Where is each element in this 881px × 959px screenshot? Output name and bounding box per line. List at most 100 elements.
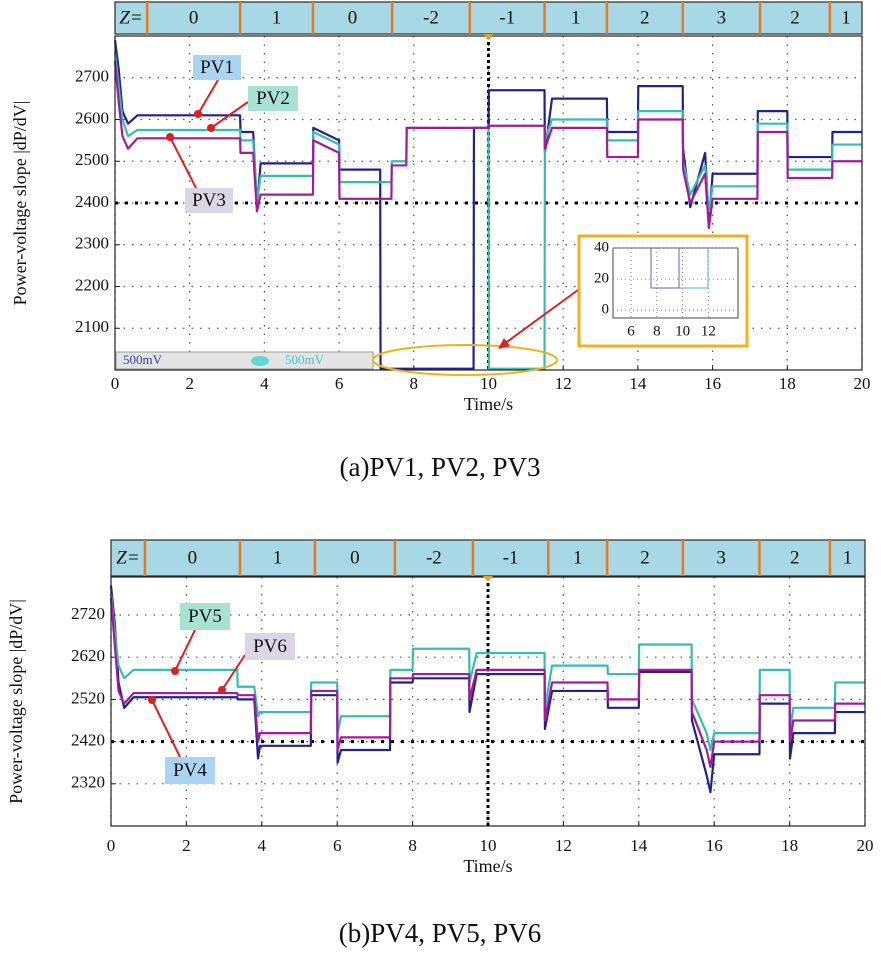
z-value: 1 — [843, 547, 853, 568]
y-tick-label: 2200 — [75, 275, 109, 294]
x-tick-label: 18 — [781, 836, 798, 855]
series-label: PV6 — [253, 636, 287, 657]
channel-icon — [251, 356, 269, 366]
highlight-ellipse — [372, 344, 558, 376]
z-value: 1 — [571, 7, 581, 28]
x-tick-label: 6 — [333, 836, 342, 855]
inset-y-tick-label: 0 — [602, 302, 610, 318]
callout-dot — [148, 696, 156, 704]
z-value: 2 — [640, 547, 650, 568]
z-value: -2 — [423, 7, 439, 28]
z-value: 2 — [640, 7, 650, 28]
y-axis-label: Power-voltage slope |dP/dV| — [6, 599, 26, 804]
y-tick-label: 2100 — [75, 317, 109, 336]
inset-plot — [612, 247, 739, 319]
z-bar — [114, 1, 863, 35]
x-tick-label: 10 — [480, 836, 497, 855]
z-value: 0 — [189, 7, 199, 28]
x-axis-label: Time/s — [464, 394, 513, 414]
x-tick-label: 2 — [182, 836, 191, 855]
z-value: 0 — [348, 7, 358, 28]
y-axis-label: Power-voltage slope |dP/dV| — [10, 101, 30, 306]
inset-arrow — [499, 289, 579, 348]
inset-arrowhead — [498, 338, 510, 349]
series-label-box — [245, 633, 295, 660]
channel-label: 500mV — [285, 352, 325, 367]
z-marker — [483, 576, 493, 582]
x-tick-label: 8 — [410, 374, 419, 393]
callout-dot — [207, 124, 215, 132]
y-tick-label: 2700 — [75, 67, 109, 86]
z-bar — [110, 539, 866, 577]
callout-dot — [171, 667, 179, 675]
inset-trace — [650, 248, 680, 289]
series-label-box — [193, 55, 241, 80]
inset-x-tick-label: 6 — [627, 323, 635, 339]
z-value: 0 — [188, 547, 198, 568]
channel-label: 500mV — [123, 352, 163, 367]
x-tick-label: 8 — [408, 836, 417, 855]
series-label-box — [165, 757, 215, 784]
y-tick-label: 2320 — [71, 773, 105, 792]
x-axis-label: Time/s — [463, 856, 512, 876]
x-tick-label: 16 — [706, 836, 723, 855]
inset-x-tick-label: 8 — [653, 323, 661, 339]
y-tick-label: 2300 — [75, 234, 109, 253]
callout-dot — [194, 110, 202, 118]
z-value: 1 — [841, 7, 851, 28]
z-value: -1 — [503, 547, 519, 568]
inset-y-tick-label: 20 — [594, 271, 609, 287]
caption: (b)PV4, PV5, PV6 — [339, 918, 542, 948]
inset-x-tick-label: 12 — [701, 323, 716, 339]
callout-arrow — [151, 699, 181, 758]
z-value: 2 — [790, 7, 800, 28]
z-value: 0 — [350, 547, 360, 568]
series-line — [113, 60, 862, 230]
x-tick-label: 14 — [629, 374, 647, 393]
plot-area — [111, 577, 865, 826]
z-value: 3 — [717, 7, 727, 28]
x-tick-label: 12 — [555, 836, 572, 855]
z-value: 1 — [272, 7, 282, 28]
series-label: PV1 — [200, 57, 234, 78]
z-value: 2 — [790, 547, 800, 568]
x-tick-label: 12 — [555, 374, 572, 393]
z-label: Z= — [116, 547, 139, 568]
y-tick-label: 2620 — [71, 646, 105, 665]
y-tick-label: 2420 — [71, 730, 105, 749]
z-value: 1 — [273, 547, 283, 568]
inset-x-tick-label: 10 — [675, 323, 690, 339]
series-line — [109, 598, 865, 769]
inset-y-tick-label: 40 — [594, 239, 609, 255]
inset-trace — [679, 248, 709, 289]
x-tick-label: 20 — [857, 836, 874, 855]
z-marker — [483, 34, 494, 40]
series-label-box — [185, 188, 233, 213]
x-tick-label: 20 — [854, 374, 871, 393]
x-tick-label: 4 — [260, 374, 269, 393]
z-value: 1 — [573, 547, 583, 568]
callout-arrow — [221, 654, 246, 691]
x-tick-label: 6 — [335, 374, 344, 393]
series-label-box — [248, 86, 298, 111]
series-label: PV2 — [256, 88, 290, 109]
y-tick-label: 2400 — [75, 192, 109, 211]
x-tick-label: 14 — [630, 836, 648, 855]
x-tick-label: 16 — [704, 374, 721, 393]
x-tick-label: 18 — [779, 374, 796, 393]
z-value: -1 — [499, 7, 515, 28]
series-label: PV3 — [192, 190, 226, 211]
series-label: PV5 — [188, 606, 222, 627]
x-tick-label: 10 — [480, 374, 497, 393]
callout-dot — [218, 686, 226, 694]
z-value: -2 — [426, 547, 442, 568]
x-tick-label: 2 — [185, 374, 194, 393]
callout-dot — [166, 133, 174, 141]
x-tick-label: 0 — [111, 374, 120, 393]
series-label-box — [180, 603, 230, 630]
caption: (a)PV1, PV2, PV3 — [339, 452, 540, 482]
x-tick-label: 4 — [258, 836, 267, 855]
callout-arrow — [197, 79, 219, 115]
